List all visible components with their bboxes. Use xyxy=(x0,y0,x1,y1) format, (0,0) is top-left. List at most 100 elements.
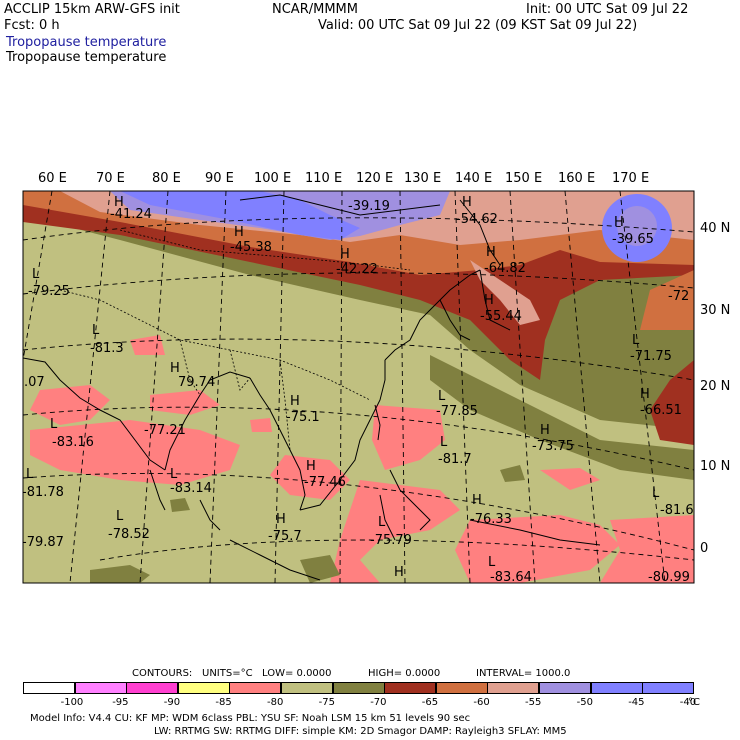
field-value-label: -75.7 xyxy=(268,529,302,544)
field-value-label: -42.22 xyxy=(336,262,378,277)
field-value-label: -80.99 xyxy=(648,570,690,585)
colorbar-tick-label: -55 xyxy=(525,697,542,708)
field-value-label: -75.79 xyxy=(370,533,412,548)
low-marker: L xyxy=(170,467,178,482)
valid-time: Valid: 00 UTC Sat 09 Jul 22 (09 KST Sat … xyxy=(318,18,638,33)
colorbar-tick-label: -50 xyxy=(576,697,593,708)
field-value-label: -54.62 xyxy=(456,212,498,227)
field-value-label: -77.85 xyxy=(436,404,478,419)
init-time: Init: 00 UTC Sat 09 Jul 22 xyxy=(526,2,689,17)
colorbar-swatch xyxy=(435,682,488,694)
longitude-label: 70 E xyxy=(96,171,125,186)
field-value-label: -83.64 xyxy=(490,570,532,585)
low-marker: L xyxy=(378,515,386,530)
colorbar-swatch xyxy=(281,682,333,694)
field-value-label: -45.38 xyxy=(230,240,272,255)
high-marker: H xyxy=(472,493,482,508)
latitude-label: 20 N xyxy=(700,379,731,394)
field-value-label: -66.51 xyxy=(640,403,682,418)
longitude-label: 90 E xyxy=(205,171,234,186)
org-label: NCAR/MMMM xyxy=(272,2,358,17)
latitude-label: 10 N xyxy=(700,459,731,474)
high-marker: H xyxy=(290,394,300,409)
borders xyxy=(59,229,411,451)
low-marker: L xyxy=(652,486,660,501)
field-title-secondary: Tropopause temperature xyxy=(6,50,167,65)
colorbar-unit: °C xyxy=(688,697,700,708)
field-value-label: 79.74 xyxy=(178,375,216,390)
longitude-label: 160 E xyxy=(558,171,596,186)
graticule xyxy=(23,191,694,583)
high-marker: H xyxy=(114,195,124,210)
high-label: HIGH= 0.0000 xyxy=(368,668,441,679)
low-marker: L xyxy=(32,267,40,282)
high-marker: H xyxy=(306,459,316,474)
field-value-label: -77.46 xyxy=(304,475,346,490)
field-value-label: -75.1 xyxy=(286,410,320,425)
coastlines xyxy=(23,194,601,581)
longitude-label: 130 E xyxy=(404,171,442,186)
field-value-label: -64.82 xyxy=(484,261,526,276)
colorbar-tick-label: -75 xyxy=(318,697,335,708)
field-value-label: -55.44 xyxy=(480,309,522,324)
field-value-label: -39.65 xyxy=(612,232,654,247)
low-marker: L xyxy=(92,323,100,338)
latitude-label: 30 N xyxy=(700,303,731,318)
high-marker: H xyxy=(170,361,180,376)
colorbar-swatch xyxy=(126,682,179,694)
colorbar-tick-label: -90 xyxy=(163,697,181,708)
high-marker: H xyxy=(276,512,286,527)
colorbar-swatch xyxy=(590,682,643,694)
longitude-label: 80 E xyxy=(152,171,181,186)
latitude-label: 0 xyxy=(700,541,709,556)
units-label: UNITS=°C xyxy=(202,668,253,679)
field-value-label: -71.75 xyxy=(630,349,672,364)
colorbar-swatch xyxy=(74,682,127,694)
field-value-label: .07 xyxy=(24,375,45,390)
high-marker: H xyxy=(340,247,350,262)
colorbar-tick-label: -100 xyxy=(60,697,84,708)
longitude-label: 120 E xyxy=(356,171,394,186)
low-marker: L xyxy=(26,467,34,482)
contours-label: CONTOURS: xyxy=(132,668,193,679)
field-value-label: -76.33 xyxy=(470,512,512,527)
field-value-label: -79.87 xyxy=(22,535,64,550)
colorbar-swatch xyxy=(23,682,75,694)
longitude-label: 110 E xyxy=(305,171,343,186)
field-value-label: -81.3 xyxy=(90,341,124,356)
longitude-label: 60 E xyxy=(38,171,67,186)
model-info-line1: Model Info: V4.4 CU: KF MP: WDM 6class P… xyxy=(30,713,471,724)
colorbar-swatch xyxy=(642,682,695,694)
high-marker: H xyxy=(394,565,404,580)
latitude-label: 40 N xyxy=(700,221,731,236)
longitude-label: 150 E xyxy=(505,171,543,186)
high-marker: H xyxy=(540,423,550,438)
field-value-label: -77.21 xyxy=(144,423,186,438)
field-value-label: -39.19 xyxy=(348,199,390,214)
field-value-label: -41.24 xyxy=(110,207,152,222)
longitude-label: 140 E xyxy=(455,171,493,186)
blue-area xyxy=(120,191,360,240)
field-value-label: -83.14 xyxy=(170,481,212,496)
low-marker: L xyxy=(50,417,58,432)
colorbar-tick-label: -85 xyxy=(215,697,232,708)
interval-label: INTERVAL= 1000.0 xyxy=(476,668,571,679)
high-marker: H xyxy=(640,387,650,402)
colorbar-tick-label: -95 xyxy=(112,697,129,708)
low-marker: L xyxy=(438,389,446,404)
low-label: LOW= 0.0000 xyxy=(262,668,332,679)
field-value-label: -72 xyxy=(668,289,690,304)
colorbar-swatch xyxy=(487,682,540,694)
model-title: ACCLIP 15km ARW-GFS init xyxy=(4,2,180,17)
colorbar-tick-label: -60 xyxy=(473,697,490,708)
low-marker: L xyxy=(488,555,496,570)
field-value-label: -81.6 xyxy=(660,503,694,518)
longitude-label: 100 E xyxy=(254,171,292,186)
high-marker: H xyxy=(462,195,472,210)
high-marker: H xyxy=(614,215,624,230)
low-marker: L xyxy=(440,435,448,450)
low-marker: L xyxy=(632,333,640,348)
colorbar-swatch xyxy=(539,682,591,694)
field-value-label: -73.75 xyxy=(532,439,574,454)
